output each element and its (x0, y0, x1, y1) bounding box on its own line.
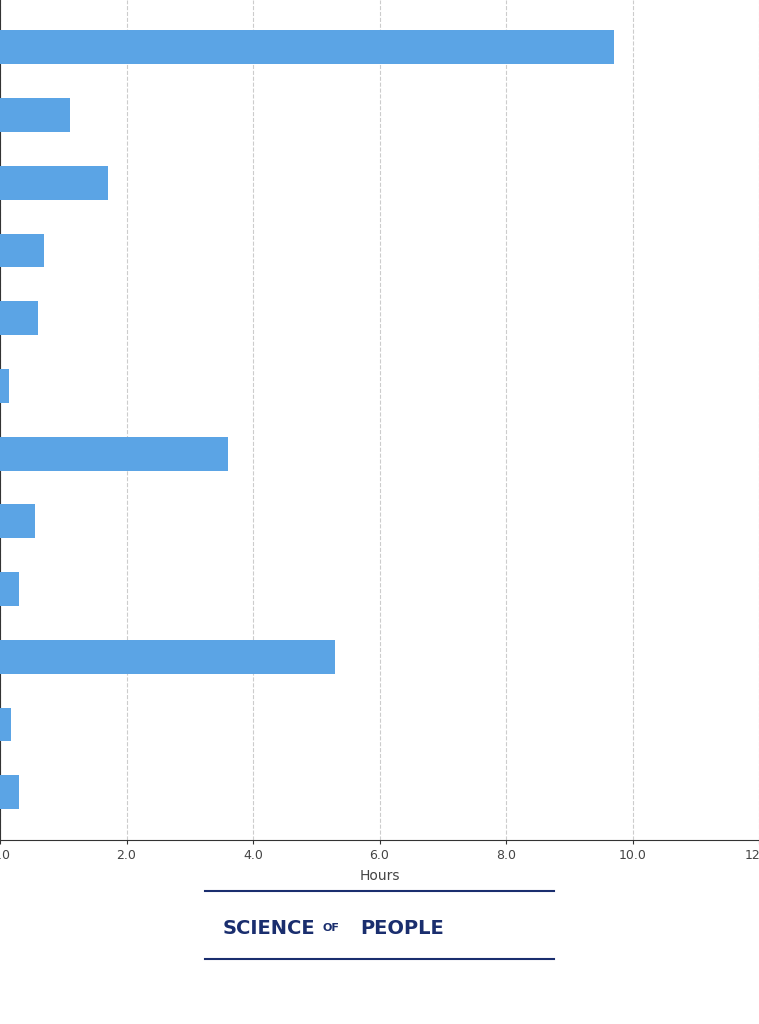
Bar (0, 98, 70, 132)
Bar (0, 233, 44, 267)
Bar (0, 572, 19, 606)
Bar (0, 437, 228, 471)
X-axis label: Hours: Hours (359, 868, 400, 883)
Bar (0, 301, 38, 335)
Text: OF: OF (323, 924, 339, 933)
Text: PEOPLE: PEOPLE (361, 919, 444, 938)
Bar (0, 166, 108, 200)
Bar (0, 31, 613, 65)
Bar (0, 640, 335, 674)
Bar (0, 708, 11, 741)
Bar (0, 369, 9, 402)
Text: SCIENCE: SCIENCE (222, 919, 315, 938)
Bar (0, 775, 19, 809)
Bar (0, 505, 35, 539)
